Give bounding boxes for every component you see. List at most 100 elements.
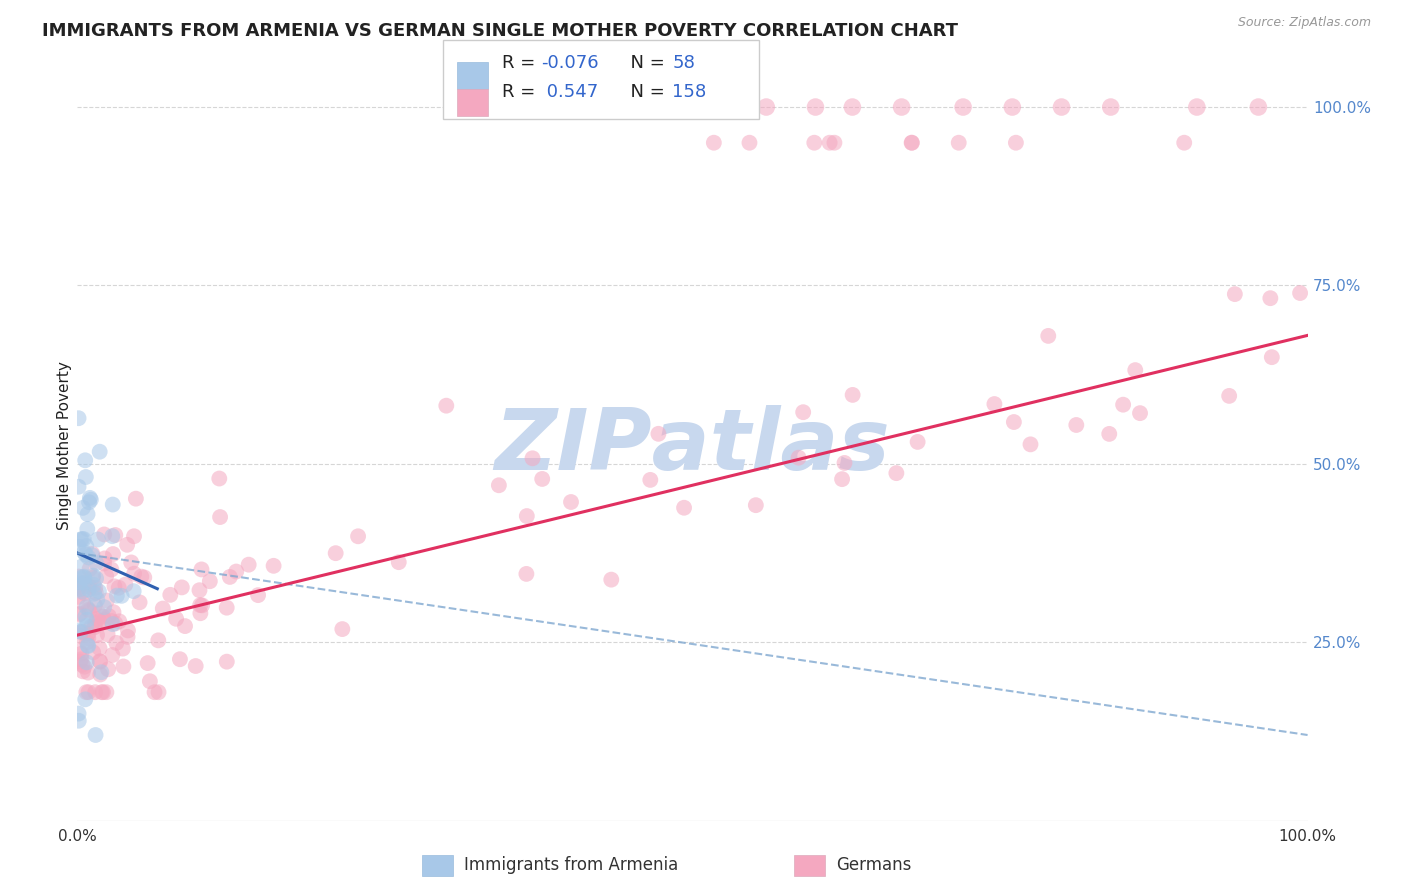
Point bbox=[103, 579, 125, 593]
Point bbox=[110, 589, 132, 603]
Point bbox=[886, 466, 908, 480]
Point bbox=[104, 528, 127, 542]
Point bbox=[84, 616, 107, 631]
Point bbox=[1066, 417, 1088, 432]
Point bbox=[75, 692, 97, 706]
Point bbox=[76, 635, 98, 649]
Point bbox=[225, 565, 247, 579]
Point bbox=[114, 577, 136, 591]
Text: 158: 158 bbox=[672, 83, 706, 101]
Point bbox=[67, 624, 90, 638]
Point bbox=[67, 706, 90, 721]
Point bbox=[84, 685, 107, 699]
Point bbox=[111, 641, 134, 656]
Point bbox=[69, 629, 91, 643]
Text: Immigrants from Armenia: Immigrants from Armenia bbox=[464, 856, 678, 874]
Point bbox=[1038, 329, 1060, 343]
Point bbox=[804, 100, 827, 114]
Point bbox=[80, 619, 103, 633]
Text: Germans: Germans bbox=[837, 856, 912, 874]
Point bbox=[73, 586, 96, 600]
Point bbox=[82, 547, 104, 561]
Point bbox=[101, 648, 124, 662]
Point bbox=[755, 100, 778, 114]
Point bbox=[647, 426, 669, 441]
Point bbox=[76, 507, 98, 521]
Point bbox=[67, 607, 90, 622]
Point bbox=[515, 566, 537, 581]
Point bbox=[89, 655, 111, 669]
Point bbox=[91, 685, 114, 699]
Point bbox=[900, 136, 922, 150]
Point bbox=[841, 100, 863, 114]
Point bbox=[1261, 350, 1284, 364]
Text: -0.076: -0.076 bbox=[541, 54, 599, 72]
Point bbox=[77, 582, 100, 597]
Point bbox=[72, 500, 94, 515]
Point bbox=[76, 656, 98, 670]
Point bbox=[1247, 100, 1270, 114]
Point bbox=[76, 639, 98, 653]
Point bbox=[77, 685, 100, 699]
Point bbox=[72, 657, 94, 672]
Point bbox=[75, 453, 97, 467]
Point bbox=[148, 633, 170, 648]
Point bbox=[105, 589, 128, 603]
Point bbox=[209, 510, 232, 524]
Point bbox=[82, 549, 104, 563]
Text: Source: ZipAtlas.com: Source: ZipAtlas.com bbox=[1237, 16, 1371, 29]
Point bbox=[77, 639, 100, 653]
Point bbox=[82, 645, 104, 659]
Point bbox=[67, 411, 90, 425]
Point bbox=[218, 570, 240, 584]
Point bbox=[83, 578, 105, 592]
Point bbox=[1123, 363, 1146, 377]
Point bbox=[100, 614, 122, 628]
Point bbox=[169, 652, 191, 666]
Point bbox=[122, 584, 145, 599]
Point bbox=[190, 606, 212, 620]
Point bbox=[97, 609, 120, 624]
Point bbox=[191, 599, 214, 613]
Point bbox=[325, 546, 347, 560]
Point bbox=[75, 470, 97, 484]
Point bbox=[1099, 100, 1122, 114]
Point bbox=[73, 571, 96, 585]
Point bbox=[69, 582, 91, 596]
Point bbox=[67, 581, 90, 595]
Point bbox=[87, 584, 110, 599]
Point bbox=[112, 659, 135, 673]
Point bbox=[67, 714, 90, 728]
Point bbox=[70, 625, 93, 640]
Point bbox=[122, 566, 145, 581]
Point bbox=[93, 527, 115, 541]
Point bbox=[1185, 100, 1208, 114]
Point bbox=[101, 547, 124, 561]
Point bbox=[70, 570, 93, 584]
Point bbox=[644, 100, 666, 114]
Point bbox=[93, 600, 115, 615]
Point bbox=[73, 532, 96, 546]
Point bbox=[79, 604, 101, 618]
Point bbox=[70, 532, 93, 546]
Point bbox=[67, 540, 90, 554]
Point bbox=[73, 570, 96, 584]
Point bbox=[77, 495, 100, 509]
Point bbox=[522, 451, 544, 466]
Point bbox=[86, 628, 108, 642]
Point bbox=[77, 631, 100, 645]
Point bbox=[122, 529, 145, 543]
Point bbox=[93, 551, 115, 566]
Point bbox=[76, 522, 98, 536]
Point bbox=[72, 596, 94, 610]
Point bbox=[75, 548, 97, 562]
Point bbox=[488, 478, 510, 492]
Point bbox=[263, 558, 285, 573]
Point bbox=[73, 575, 96, 590]
Point bbox=[434, 399, 457, 413]
Point bbox=[89, 641, 111, 656]
Point bbox=[901, 136, 924, 150]
Point bbox=[107, 581, 129, 595]
Point bbox=[84, 728, 107, 742]
Point bbox=[682, 100, 704, 114]
